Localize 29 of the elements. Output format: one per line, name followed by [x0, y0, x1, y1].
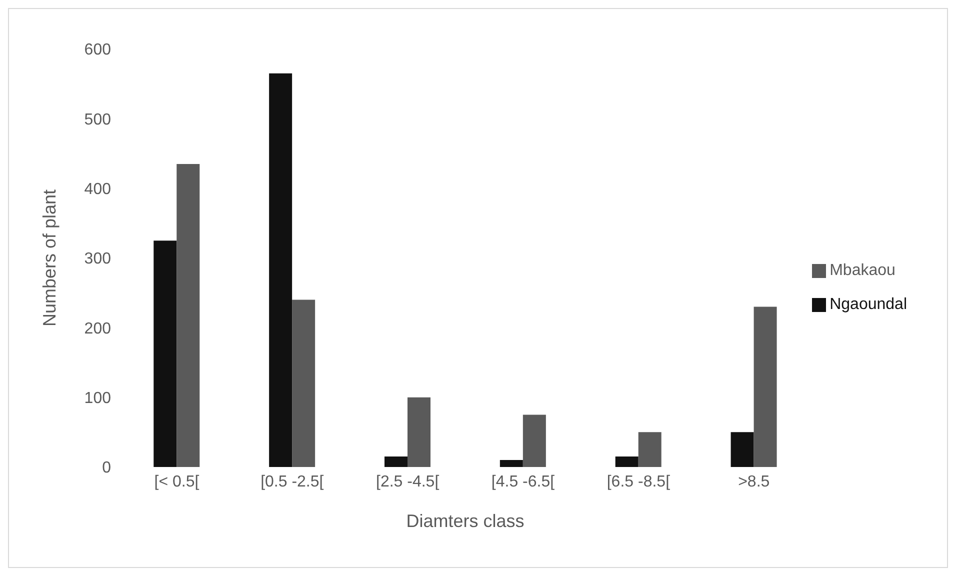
- bar: [500, 460, 523, 467]
- x-tick-label: [6.5 -8.5[: [606, 473, 671, 490]
- bar: [754, 306, 777, 467]
- x-tick-label: [4.5 -6.5[: [491, 473, 556, 490]
- bar: [154, 240, 177, 467]
- bar: [269, 73, 292, 467]
- y-axis-title: Numbers of plant: [39, 189, 60, 327]
- legend-label: Ngaoundal: [830, 296, 907, 313]
- x-tick-label: [< 0.5[: [154, 473, 200, 490]
- legend-label: Mbakaou: [830, 262, 896, 279]
- bar: [522, 414, 546, 467]
- bar: [292, 300, 316, 467]
- x-axis-title: Diamters class: [406, 511, 524, 531]
- x-tick-label: >8.5: [738, 473, 770, 490]
- bar: [384, 456, 408, 467]
- bar: [176, 164, 200, 467]
- bar: [407, 397, 430, 467]
- x-tick-label: [0.5 -2.5[: [260, 473, 324, 490]
- y-tick-label: 200: [84, 320, 112, 338]
- x-tick-label: [2.5 -4.5[: [376, 473, 440, 490]
- y-tick-label: 500: [84, 111, 112, 128]
- bar: [730, 432, 754, 467]
- bar: [638, 432, 662, 467]
- y-tick-label: 400: [84, 181, 112, 198]
- y-tick-label: 100: [84, 390, 112, 408]
- y-tick-label: 600: [84, 42, 112, 59]
- bar: [615, 456, 638, 467]
- y-tick-label: 300: [84, 250, 112, 268]
- y-tick-label: 0: [102, 460, 112, 477]
